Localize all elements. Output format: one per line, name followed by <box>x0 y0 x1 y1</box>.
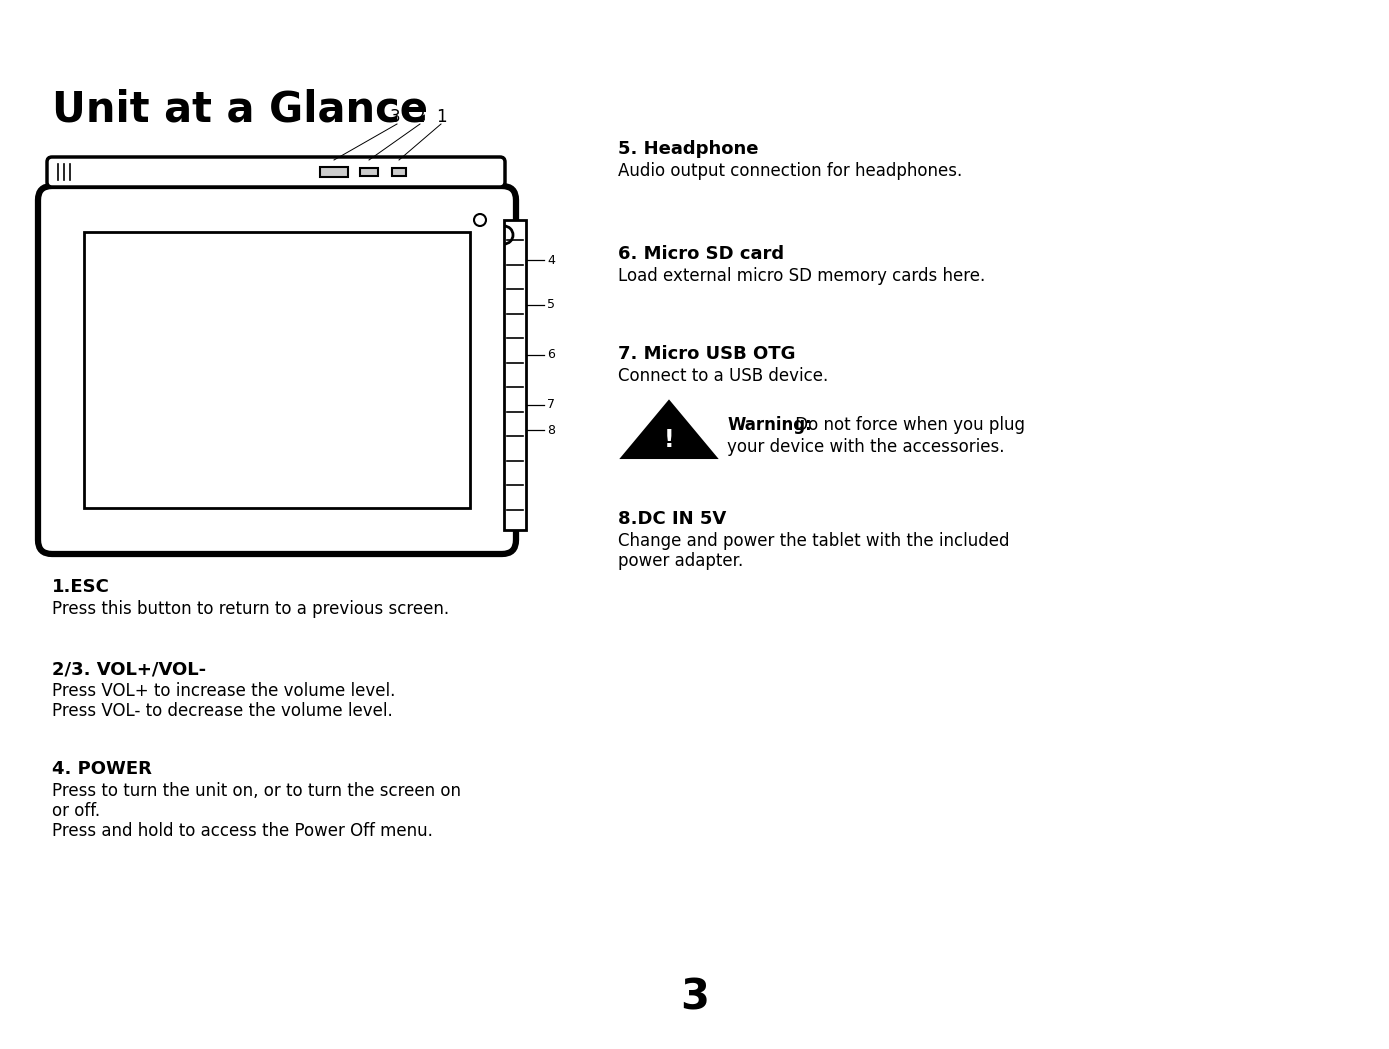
Bar <box>319 167 349 177</box>
Text: 5. Headphone: 5. Headphone <box>618 140 758 158</box>
Text: !: ! <box>664 428 674 452</box>
Text: 2/3. VOL+/VOL-: 2/3. VOL+/VOL- <box>51 660 206 678</box>
Text: 8: 8 <box>547 424 556 436</box>
Text: Warning:: Warning: <box>726 416 811 434</box>
Text: Connect to a USB device.: Connect to a USB device. <box>618 367 828 385</box>
Text: Do not force when you plug: Do not force when you plug <box>790 416 1025 434</box>
Bar <box>360 168 378 176</box>
FancyBboxPatch shape <box>47 157 506 187</box>
Polygon shape <box>624 402 715 457</box>
Text: 7. Micro USB OTG: 7. Micro USB OTG <box>618 345 796 363</box>
Text: Press VOL+ to increase the volume level.: Press VOL+ to increase the volume level. <box>51 682 396 700</box>
Text: 4. POWER: 4. POWER <box>51 759 151 778</box>
Bar <box>504 220 526 530</box>
Text: 3: 3 <box>390 108 400 126</box>
FancyBboxPatch shape <box>38 186 515 554</box>
Text: Unit at a Glance: Unit at a Glance <box>51 88 428 130</box>
Text: Load external micro SD memory cards here.: Load external micro SD memory cards here… <box>618 267 985 285</box>
Text: Press to turn the unit on, or to turn the screen on: Press to turn the unit on, or to turn th… <box>51 782 461 800</box>
Text: 7: 7 <box>547 399 556 411</box>
Bar <box>83 232 469 508</box>
Circle shape <box>474 214 486 226</box>
Text: 6: 6 <box>547 348 554 362</box>
Text: Press VOL- to decrease the volume level.: Press VOL- to decrease the volume level. <box>51 702 393 720</box>
Text: power adapter.: power adapter. <box>618 552 743 570</box>
Text: 8.DC IN 5V: 8.DC IN 5V <box>618 510 726 528</box>
Text: or off.: or off. <box>51 802 100 820</box>
Text: 4: 4 <box>547 254 554 266</box>
Text: 6. Micro SD card: 6. Micro SD card <box>618 245 785 263</box>
Text: 3: 3 <box>681 977 708 1019</box>
Bar <box>392 168 406 176</box>
Text: Audio output connection for headphones.: Audio output connection for headphones. <box>618 162 963 180</box>
Text: Change and power the tablet with the included: Change and power the tablet with the inc… <box>618 532 1010 550</box>
Text: 1: 1 <box>436 108 447 126</box>
Text: your device with the accessories.: your device with the accessories. <box>726 438 1004 456</box>
Text: 1.ESC: 1.ESC <box>51 578 110 596</box>
Text: Press and hold to access the Power Off menu.: Press and hold to access the Power Off m… <box>51 822 433 840</box>
Text: 2: 2 <box>415 108 425 126</box>
Text: 5: 5 <box>547 299 556 312</box>
Text: Press this button to return to a previous screen.: Press this button to return to a previou… <box>51 600 449 618</box>
